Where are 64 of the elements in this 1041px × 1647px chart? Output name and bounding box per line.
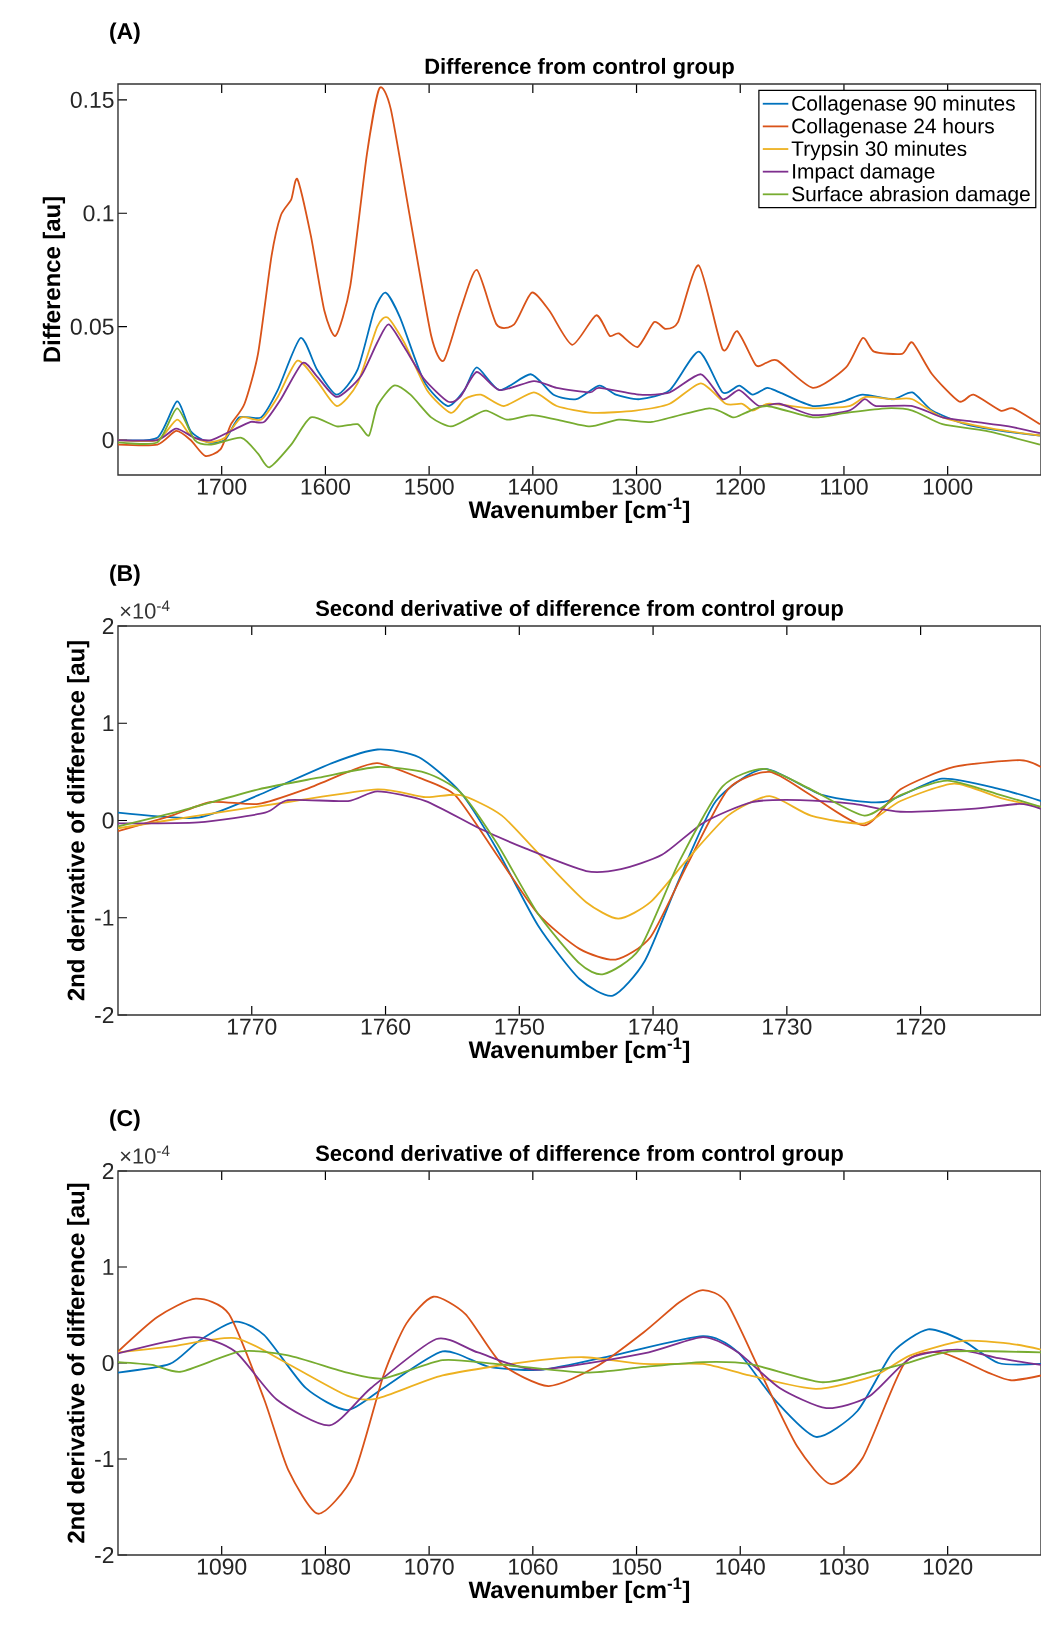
x-tick-label: 1500 <box>405 478 454 495</box>
line-series <box>117 1336 1041 1401</box>
x-tick-label: 1720 <box>896 1018 946 1035</box>
x-axis-title: Wavenumber [cm$^{-1}$] <box>468 497 690 524</box>
line-series <box>117 1350 1041 1384</box>
x-tick-label: 1050 <box>612 1558 662 1575</box>
x-tick-label: 1100 <box>821 478 868 495</box>
chart-title: Second derivative of difference from control group <box>315 1144 843 1166</box>
y-axis-title: Difference [au] <box>42 197 66 362</box>
y-tick-label: 0.05 <box>70 318 114 335</box>
y-axis-title: 2nd derivative of difference [au] <box>66 641 90 1001</box>
text: ×10$^{-4}$ <box>120 600 170 619</box>
text: (B) <box>110 564 140 586</box>
x-tick-label: 1750 <box>495 1018 544 1035</box>
y-tick-label: 1 <box>103 715 114 732</box>
y-tick-label: -1 <box>95 909 114 926</box>
y-tick-label: 0 <box>102 1354 114 1372</box>
y-tick-label: 0.15 <box>70 91 114 108</box>
x-tick-label: 1000 <box>923 478 973 495</box>
line-series <box>117 1320 1041 1438</box>
y-axis-title: 2nd derivative of difference [au] <box>66 1183 90 1543</box>
text: ×10$^{-4}$ <box>120 1145 170 1164</box>
y-tick-label: 0.1 <box>83 205 114 222</box>
x-tick-label: 1200 <box>716 478 765 495</box>
chart-title: Second derivative of difference from control group <box>315 599 843 621</box>
y-tick-label: 0 <box>102 812 114 829</box>
y-tick-label: 2 <box>102 617 114 634</box>
y-tick-label: 2 <box>102 1162 114 1179</box>
y-tick-label: -2 <box>95 1547 114 1563</box>
x-tick-label: 1020 <box>923 1558 973 1575</box>
legend-label: Collagenase 90 minutes <box>792 95 1015 115</box>
y-tick-label: 1 <box>103 1259 114 1275</box>
x-tick-label: 1400 <box>509 478 558 495</box>
x-axis-title: Wavenumber [cm$^{-1}$] <box>468 1577 690 1604</box>
line-series <box>117 1336 1041 1427</box>
x-tick-label: 1740 <box>629 1018 678 1035</box>
x-tick-label: 1040 <box>716 1558 765 1575</box>
x-tick-label: 1600 <box>301 478 350 495</box>
text: (C) <box>110 1109 140 1131</box>
line-series <box>117 1289 1041 1515</box>
chart-title: Difference from control group <box>425 57 734 79</box>
x-tick-label: 1300 <box>612 478 662 495</box>
x-tick-label: 1080 <box>301 1558 350 1575</box>
y-tick-label: -1 <box>95 1451 114 1467</box>
line-series <box>117 748 1041 997</box>
x-axis-title: Wavenumber [cm$^{-1}$] <box>468 1037 690 1064</box>
x-tick-label: 1770 <box>228 1018 277 1035</box>
legend-label: Collagenase 24 hours <box>792 118 994 138</box>
y-tick-label: 0 <box>102 431 114 449</box>
text: (A) <box>110 22 140 44</box>
line-series <box>117 384 1041 469</box>
y-tick-label: -2 <box>95 1006 114 1023</box>
x-tick-label: 1070 <box>405 1558 454 1575</box>
x-tick-label: 1030 <box>820 1558 869 1575</box>
legend-label: Surface abrasion damage <box>792 185 1030 206</box>
legend-label: Trypsin 30 minutes <box>791 140 967 161</box>
x-tick-label: 1060 <box>509 1558 558 1575</box>
legend-label: Impact damage <box>793 163 935 183</box>
x-tick-label: 1760 <box>361 1018 411 1035</box>
x-tick-label: 1730 <box>763 1018 812 1035</box>
x-tick-label: 1700 <box>197 478 247 495</box>
line-series <box>117 790 1041 873</box>
x-tick-label: 1090 <box>197 1558 247 1575</box>
line-series <box>117 87 1041 457</box>
